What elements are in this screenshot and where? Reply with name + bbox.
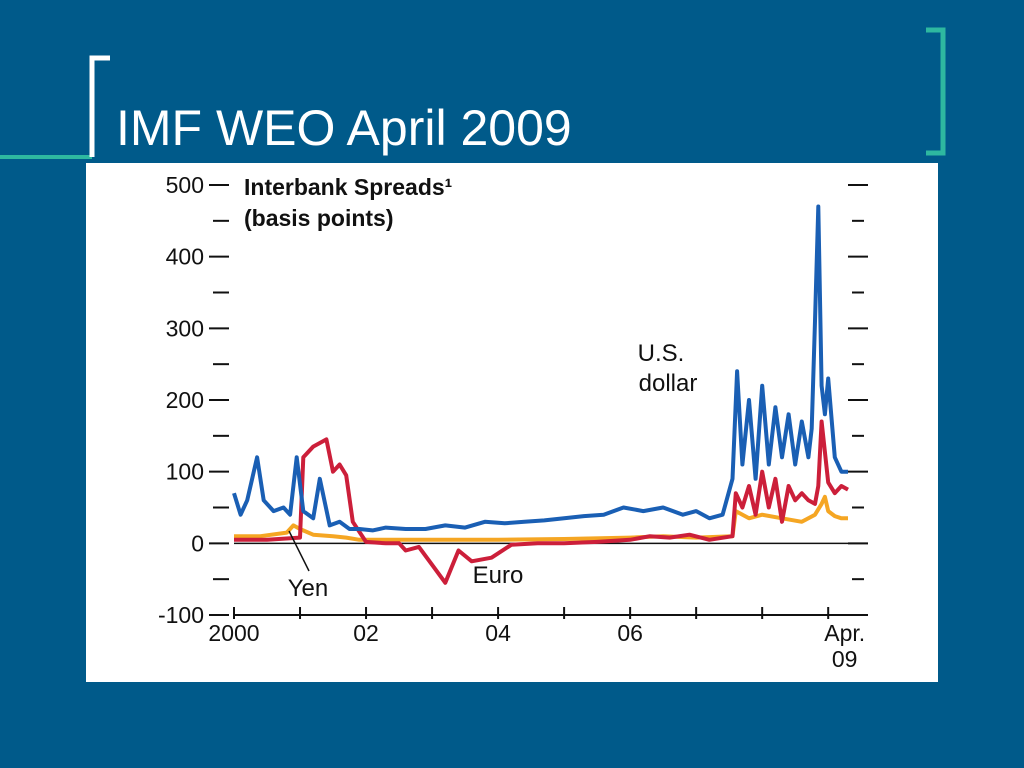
yen-leader-line	[288, 530, 310, 572]
right-bracket	[926, 27, 946, 156]
chart-axes: -100 0 100 200 300 400 500 2000 02 04 06 Apr. 09	[158, 172, 868, 672]
annotation-yen: Yen	[288, 575, 329, 602]
x-tick-label: 02	[353, 620, 379, 646]
chart-series: U.S. dollar Euro Yen	[232, 204, 849, 602]
y-tick-label: -100	[158, 602, 204, 628]
annotation-u-s-dollar: dollar	[639, 370, 698, 397]
y-tick-label: 500	[166, 172, 204, 198]
interbank-spreads-chart: -100 0 100 200 300 400 500 2000 02 04 06 Apr. 09 U.S…	[158, 172, 868, 672]
x-tick-label: 04	[485, 620, 511, 646]
y-tick-label: 100	[166, 459, 204, 485]
chart-panel: -100 0 100 200 300 400 500 2000 02 04 06 Apr. 09 U.S…	[86, 163, 938, 682]
series-line-euro	[234, 419, 849, 585]
x-tick-label: 06	[617, 620, 643, 646]
slide-title: IMF WEO April 2009	[116, 100, 572, 156]
annotation-u-s-dollar: U.S.	[638, 340, 685, 367]
chart-labels: Interbank Spreads¹ (basis points)	[244, 174, 452, 231]
chart-title: Interbank Spreads¹	[244, 174, 452, 200]
y-tick-label: 400	[166, 244, 204, 270]
x-tick-label: Apr. 09	[824, 620, 865, 672]
y-tick-label: 300	[166, 315, 204, 341]
annotation-euro: Euro	[473, 562, 524, 589]
y-tick-label: 200	[166, 387, 204, 413]
x-tick-label: 2000	[208, 620, 259, 646]
series-line-u-s-dollar	[232, 204, 848, 533]
chart-subtitle: (basis points)	[244, 205, 394, 231]
left-bracket	[89, 55, 110, 157]
y-tick-label: 0	[191, 530, 204, 556]
